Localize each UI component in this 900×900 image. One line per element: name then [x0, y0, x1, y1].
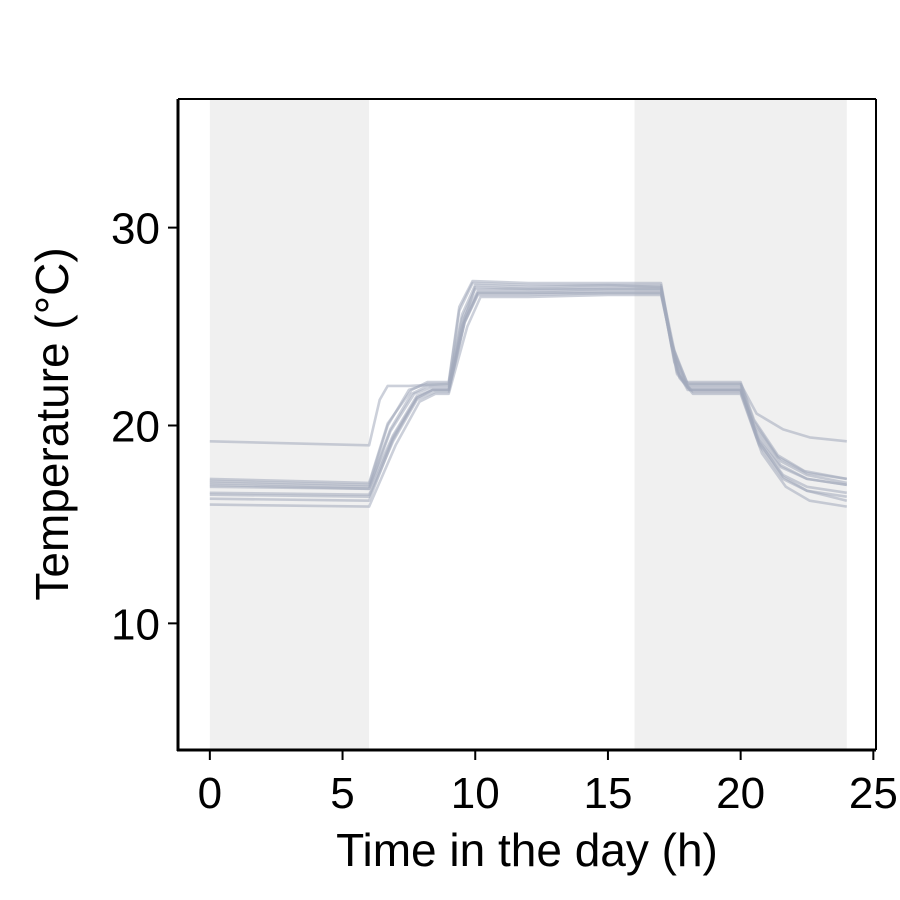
y-tick-label: 30 [111, 205, 160, 254]
shaded-period-1 [209, 99, 370, 750]
y-tick-label: 20 [111, 402, 160, 451]
x-tick-label: 5 [330, 769, 354, 818]
y-axis-title: Temperature (°C) [26, 247, 78, 600]
x-axis-title: Time in the day (h) [336, 824, 718, 876]
series-line-8 [209, 287, 847, 491]
y-tick-label: 10 [111, 600, 160, 649]
series-line-7 [209, 283, 847, 447]
x-tick-label: 25 [849, 769, 898, 818]
series-line-5 [209, 293, 848, 508]
x-tick-label: 10 [451, 769, 500, 818]
series-line-10 [209, 291, 847, 496]
shaded-period-2 [634, 99, 847, 750]
series-line-9 [209, 279, 848, 485]
x-tick-label: 0 [198, 769, 222, 818]
x-tick-label: 15 [583, 769, 632, 818]
shaded-periods [209, 99, 847, 750]
tick-labels: 0 5 10 15 20 25 10 20 30 [111, 205, 898, 818]
x-tick-label: 20 [716, 769, 765, 818]
axes [168, 98, 877, 760]
series-lines [209, 279, 848, 508]
